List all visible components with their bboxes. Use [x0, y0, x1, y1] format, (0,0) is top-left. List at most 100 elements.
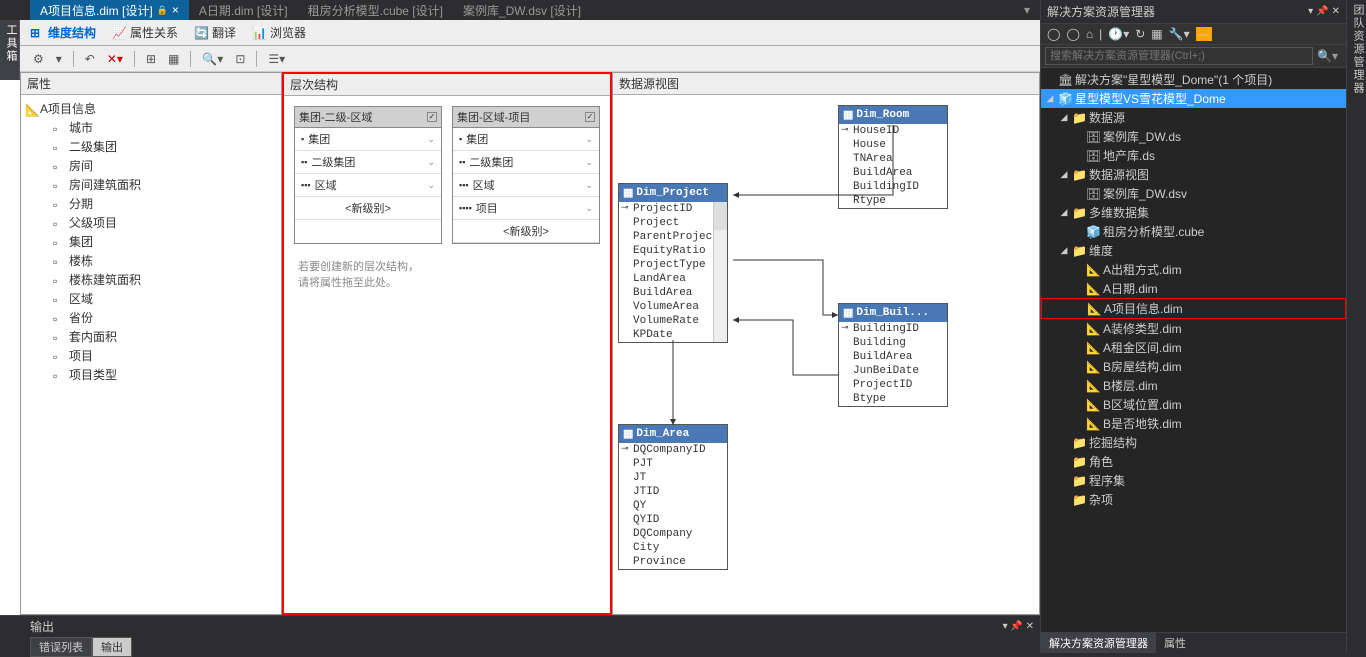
- attr-item[interactable]: ▫集团: [25, 232, 277, 251]
- btn-build[interactable]: ▾: [53, 50, 65, 68]
- table-col[interactable]: DQCompanyID: [619, 443, 727, 457]
- table-col[interactable]: EquityRatio: [619, 244, 727, 258]
- table-col[interactable]: JTID: [619, 485, 727, 499]
- view-translate[interactable]: 🔄翻译: [194, 24, 236, 41]
- se-dim-item[interactable]: 📐B是否地铁.dim: [1041, 414, 1346, 433]
- hier-level[interactable]: ▪▪二级集团⌄: [295, 151, 441, 174]
- table-col[interactable]: ParentProject: [619, 230, 727, 244]
- se-dim-item[interactable]: 📐B区域位置.dim: [1041, 395, 1346, 414]
- table-col[interactable]: KPDate: [619, 328, 727, 342]
- table-col[interactable]: Rtype: [839, 194, 947, 208]
- table-col[interactable]: PJT: [619, 457, 727, 471]
- se-dim-item[interactable]: 📐A项目信息.dim: [1041, 298, 1346, 319]
- attr-item[interactable]: ▫项目类型: [25, 365, 277, 384]
- se-refresh-icon[interactable]: 🕐▾: [1108, 27, 1129, 41]
- btn-process[interactable]: ⚙: [30, 50, 47, 68]
- se-item[interactable]: ◢📁维度: [1041, 241, 1346, 260]
- table-col[interactable]: BuildArea: [619, 286, 727, 300]
- search-icon[interactable]: 🔍▾: [1313, 47, 1342, 65]
- table-col[interactable]: VolumeArea: [619, 300, 727, 314]
- hier-level[interactable]: ▪▪▪区域⌄: [453, 174, 599, 197]
- table-col[interactable]: TNArea: [839, 152, 947, 166]
- attr-root[interactable]: 📐A项目信息: [25, 99, 277, 118]
- table-col[interactable]: VolumeRate: [619, 314, 727, 328]
- expand-icon[interactable]: ◢: [1059, 169, 1069, 180]
- btn-find[interactable]: ⊡: [232, 50, 248, 68]
- tab-dsv[interactable]: 案例库_DW.dsv [设计]: [453, 0, 591, 21]
- table-header[interactable]: ▦Dim_Room: [839, 106, 947, 124]
- btn-undo[interactable]: ↶: [82, 50, 98, 68]
- tab-cube[interactable]: 租房分析模型.cube [设计]: [298, 0, 453, 21]
- attr-item[interactable]: ▫省份: [25, 308, 277, 327]
- se-item[interactable]: ◢📁多维数据集: [1041, 203, 1346, 222]
- db-table-area[interactable]: ▦Dim_AreaDQCompanyIDPJTJTJTIDQYQYIDDQCom…: [618, 424, 728, 570]
- btn-zoom[interactable]: 🔍▾: [199, 50, 226, 68]
- check-icon[interactable]: ✓: [585, 112, 595, 122]
- se-search-input[interactable]: [1045, 47, 1313, 65]
- table-header[interactable]: ▦Dim_Buil...: [839, 304, 947, 322]
- output-tab-errors[interactable]: 错误列表: [30, 637, 92, 657]
- table-col[interactable]: HouseID: [839, 124, 947, 138]
- hier-level[interactable]: ▪集团⌄: [295, 128, 441, 151]
- table-col[interactable]: QYID: [619, 513, 727, 527]
- side-tab-team[interactable]: 团队资源管理器: [1346, 0, 1366, 653]
- hierarchy-box-1[interactable]: 集团-二级-区域✓ ▪集团⌄▪▪二级集团⌄▪▪▪区域⌄ <新级别>: [294, 106, 442, 244]
- attr-item[interactable]: ▫房间: [25, 156, 277, 175]
- table-col[interactable]: Building: [839, 336, 947, 350]
- se-item[interactable]: 📁角色: [1041, 452, 1346, 471]
- se-props-icon[interactable]: 🔧▾: [1169, 27, 1190, 41]
- se-item[interactable]: 📁挖掘结构: [1041, 433, 1346, 452]
- table-col[interactable]: City: [619, 541, 727, 555]
- se-tab-explorer[interactable]: 解决方案资源管理器: [1041, 633, 1156, 653]
- attr-item[interactable]: ▫区域: [25, 289, 277, 308]
- attr-item[interactable]: ▫二级集团: [25, 137, 277, 156]
- attr-item[interactable]: ▫父级项目: [25, 213, 277, 232]
- se-showall-icon[interactable]: ▦: [1151, 27, 1162, 41]
- table-col[interactable]: LandArea: [619, 272, 727, 286]
- db-table-project[interactable]: ▦Dim_ProjectProjectIDProjectParentProjec…: [618, 183, 728, 343]
- se-item[interactable]: 🗄案例库_DW.ds: [1041, 127, 1346, 146]
- table-col[interactable]: Btype: [839, 392, 947, 406]
- db-table-room[interactable]: ▦Dim_RoomHouseIDHouseTNAreaBuildAreaBuil…: [838, 105, 948, 209]
- se-collapse-icon[interactable]: —: [1196, 27, 1212, 41]
- table-col[interactable]: JT: [619, 471, 727, 485]
- table-header[interactable]: ▦Dim_Project: [619, 184, 727, 202]
- side-tab-toolbox[interactable]: 工具箱: [0, 20, 20, 80]
- se-dim-item[interactable]: 📐A出租方式.dim: [1041, 260, 1346, 279]
- hier-level[interactable]: ▪▪▪▪项目⌄: [453, 197, 599, 220]
- view-attr-relations[interactable]: 📈属性关系: [112, 24, 178, 41]
- se-sync-icon[interactable]: ↻: [1135, 27, 1145, 41]
- table-col[interactable]: BuildArea: [839, 166, 947, 180]
- se-dim-item[interactable]: 📐A日期.dim: [1041, 279, 1346, 298]
- hier2-new[interactable]: <新级别>: [453, 220, 599, 243]
- se-back-icon[interactable]: ◯: [1047, 27, 1060, 41]
- table-col[interactable]: BuildingID: [839, 180, 947, 194]
- table-header[interactable]: ▦Dim_Area: [619, 425, 727, 443]
- se-dim-item[interactable]: 📐B楼层.dim: [1041, 376, 1346, 395]
- table-col[interactable]: JunBeiDate: [839, 364, 947, 378]
- close-icon[interactable]: ×: [172, 3, 179, 17]
- se-dim-item[interactable]: 📐A租金区间.dim: [1041, 338, 1346, 357]
- attr-item[interactable]: ▫套内面积: [25, 327, 277, 346]
- table-col[interactable]: BuildingID: [839, 322, 947, 336]
- se-project[interactable]: ◢🧊星型模型VS雪花模型_Dome: [1041, 89, 1346, 108]
- hier1-new[interactable]: <新级别>: [295, 197, 441, 220]
- check-icon[interactable]: ✓: [427, 112, 437, 122]
- hier-level[interactable]: ▪▪▪区域⌄: [295, 174, 441, 197]
- se-dropdown-icon[interactable]: ▾: [1308, 6, 1313, 17]
- attr-item[interactable]: ▫房间建筑面积: [25, 175, 277, 194]
- attr-item[interactable]: ▫楼栋: [25, 251, 277, 270]
- tab-date[interactable]: A日期.dim [设计]: [189, 0, 298, 21]
- btn-delete[interactable]: ✕▾: [104, 50, 126, 68]
- scrollbar[interactable]: [713, 202, 727, 342]
- hier-level[interactable]: ▪▪二级集团⌄: [453, 151, 599, 174]
- attr-item[interactable]: ▫分期: [25, 194, 277, 213]
- se-tab-props[interactable]: 属性: [1156, 633, 1194, 653]
- table-col[interactable]: ProjectID: [839, 378, 947, 392]
- se-dim-item[interactable]: 📐B房屋结构.dim: [1041, 357, 1346, 376]
- table-col[interactable]: BuildArea: [839, 350, 947, 364]
- expand-icon[interactable]: ◢: [1059, 207, 1069, 218]
- btn-view[interactable]: ▦: [165, 50, 182, 68]
- table-col[interactable]: Project: [619, 216, 727, 230]
- expand-icon[interactable]: ◢: [1059, 245, 1069, 256]
